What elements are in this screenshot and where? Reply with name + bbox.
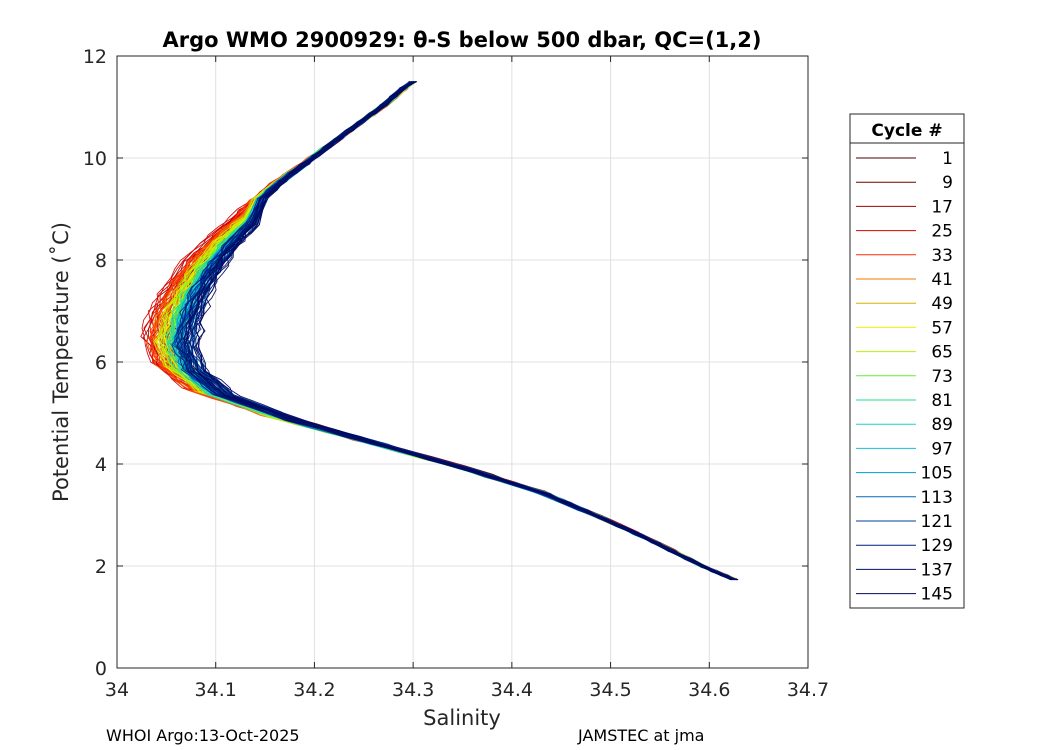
legend-title: Cycle # — [871, 121, 942, 141]
x-axis-label: Salinity — [423, 706, 501, 730]
y-tick-label: 4 — [95, 454, 107, 476]
legend-label: 113 — [921, 488, 953, 508]
legend-label: 89 — [931, 415, 953, 435]
x-tick-label: 34.2 — [293, 679, 335, 701]
legend-label: 33 — [931, 246, 953, 266]
legend-entry: 81 — [856, 391, 953, 411]
grid-lines — [117, 56, 808, 668]
legend-entry: 129 — [856, 536, 953, 556]
chart-title: Argo WMO 2900929: θ-S below 500 dbar, QC… — [163, 28, 762, 52]
series-lines — [140, 81, 739, 581]
legend-entry: 9 — [856, 173, 953, 193]
y-tick-label: 0 — [95, 658, 107, 680]
y-axis-label: Potential Temperature (˚C) — [49, 222, 73, 502]
legend-label: 41 — [931, 270, 953, 290]
legend-entry: 65 — [856, 343, 953, 363]
footer-right: JAMSTEC at jma — [577, 726, 704, 745]
legend-entry: 1 — [856, 149, 953, 169]
x-tick-label: 34.1 — [195, 679, 237, 701]
legend-entry: 57 — [856, 318, 953, 338]
legend-label: 57 — [931, 318, 953, 338]
legend-label: 145 — [921, 585, 953, 605]
footer-left: WHOI Argo:13-Oct-2025 — [106, 726, 300, 745]
legend-box — [849, 113, 965, 609]
legend-entry: 73 — [856, 367, 953, 387]
legend-label: 97 — [931, 439, 953, 459]
legend: Cycle # 1 9 17 25 33 41 49 57 65 73 81 89 97 105 113 12… — [849, 113, 965, 609]
legend-entry: 113 — [856, 488, 953, 508]
legend-entry: 105 — [856, 464, 953, 484]
legend-label: 65 — [931, 343, 953, 363]
axis-ticks: 34 34.1 34.2 34.3 34.4 34.5 34.6 34.7 0 2 4 6 8 10 12 — [83, 46, 829, 701]
y-tick-label: 12 — [83, 46, 107, 68]
legend-entry: 25 — [856, 222, 953, 242]
y-tick-label: 2 — [95, 556, 107, 578]
legend-entry: 33 — [856, 246, 953, 266]
legend-label: 121 — [921, 512, 953, 532]
legend-entry: 17 — [856, 197, 953, 217]
legend-label: 9 — [942, 173, 953, 193]
x-tick-label: 34.7 — [787, 679, 829, 701]
legend-entry: 97 — [856, 439, 953, 459]
x-tick-label: 34.4 — [491, 679, 533, 701]
x-tick-label: 34 — [105, 679, 129, 701]
legend-label: 73 — [931, 367, 953, 387]
legend-entry: 145 — [856, 585, 953, 605]
legend-label: 49 — [931, 294, 953, 314]
y-tick-label: 8 — [95, 250, 107, 272]
legend-label: 129 — [921, 536, 953, 556]
y-tick-label: 10 — [83, 148, 107, 170]
legend-label: 137 — [921, 560, 953, 580]
legend-label: 1 — [942, 149, 953, 169]
legend-label: 81 — [931, 391, 953, 411]
legend-entry: 137 — [856, 560, 953, 580]
x-tick-label: 34.5 — [589, 679, 631, 701]
legend-label: 17 — [931, 197, 953, 217]
y-tick-label: 6 — [95, 352, 107, 374]
legend-entry: 41 — [856, 270, 953, 290]
legend-entry: 121 — [856, 512, 953, 532]
x-tick-label: 34.6 — [688, 679, 730, 701]
legend-entry: 89 — [856, 415, 953, 435]
cycle-profile-line — [193, 81, 738, 581]
x-tick-label: 34.3 — [392, 679, 434, 701]
legend-label: 105 — [921, 464, 953, 484]
legend-entries: 1 9 17 25 33 41 49 57 65 73 81 89 97 105 113 121 129 137 1… — [856, 149, 953, 605]
legend-entry: 49 — [856, 294, 953, 314]
legend-label: 25 — [931, 222, 953, 242]
cycle-profile-line — [197, 81, 733, 581]
